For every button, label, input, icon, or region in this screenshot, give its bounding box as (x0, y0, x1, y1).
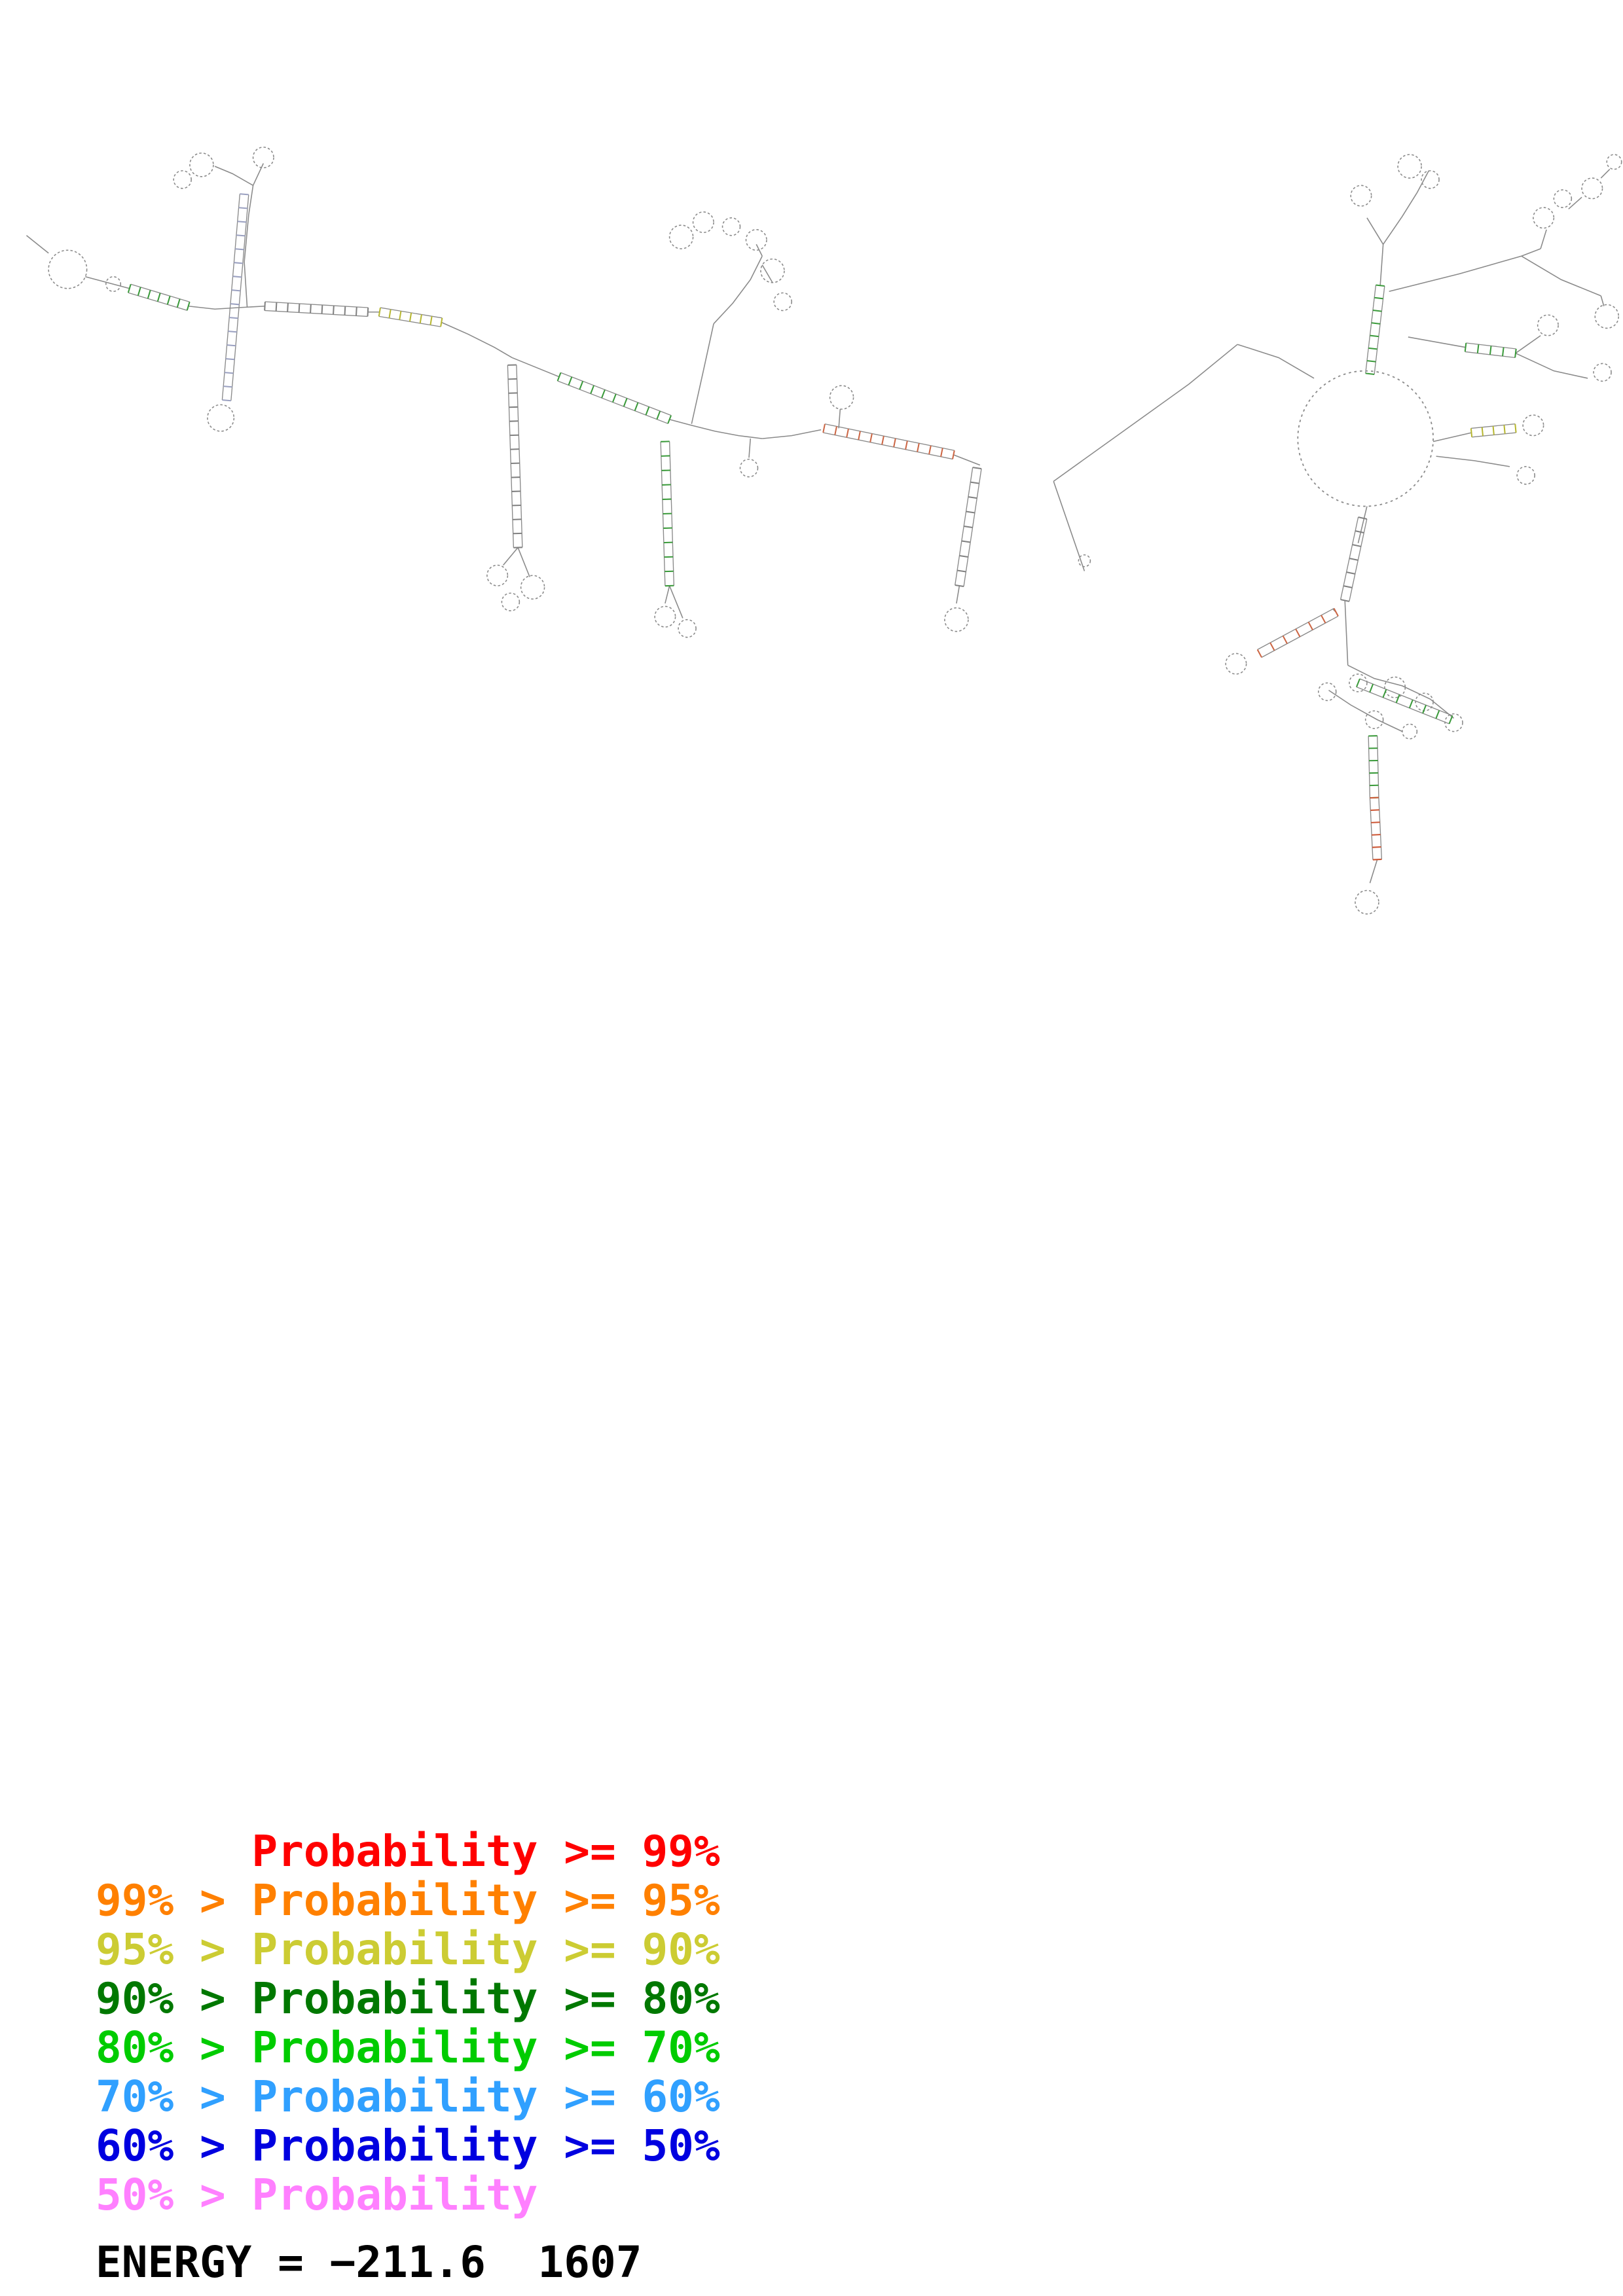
energy-label: ENERGY = −211.6 1607 (96, 2237, 642, 2287)
legend-item: 80% > Probability >= 70% (96, 2022, 720, 2073)
legend-item: 90% > Probability >= 80% (96, 1973, 720, 2024)
legend-item: 60% > Probability >= 50% (96, 2121, 720, 2171)
legend-item: Probability >= 99% (96, 1826, 720, 1876)
legend-item: 70% > Probability >= 60% (96, 2072, 720, 2122)
probability-legend: Probability >= 99% 99% > Probability >= … (96, 1827, 720, 2219)
legend-item: 99% > Probability >= 95% (96, 1875, 720, 1926)
legend-item: 95% > Probability >= 90% (96, 1924, 720, 1975)
legend-item: 50% > Probability (96, 2170, 538, 2220)
